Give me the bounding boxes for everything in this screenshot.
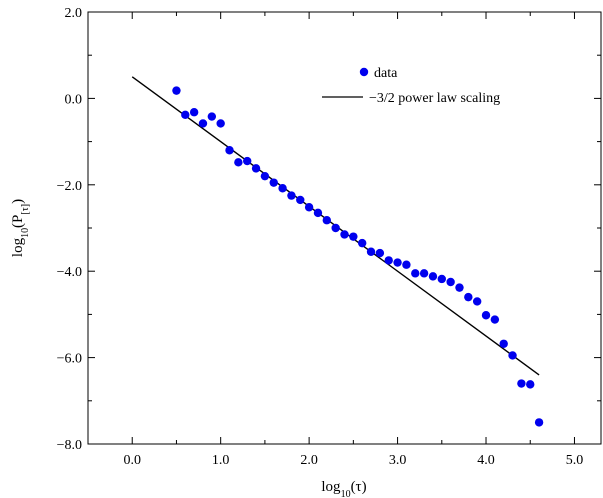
data-point [437,274,446,284]
x-tick-label: 3.0 [389,453,407,468]
data-point [366,247,376,256]
data-point [402,260,411,269]
data-point [278,184,287,193]
y-tick-label: −2.0 [57,179,82,194]
data-point [419,269,429,278]
legend: data −3/2 power law scaling [322,66,500,106]
data-point [499,339,508,348]
x-tick-label: 4.0 [477,453,495,468]
data-point [464,292,473,302]
data-point [216,119,225,128]
y-tick-label: −6.0 [57,352,82,367]
data-point [517,379,526,388]
legend-label-data: data [374,66,398,81]
data-point [304,203,314,212]
y-tick-label: −8.0 [57,438,82,453]
x-tick-label: 2.0 [300,453,318,468]
data-point [428,272,438,281]
data-point [269,178,278,187]
data-point [490,315,500,324]
axis-ticks [87,11,601,445]
data-point [340,230,349,239]
data-point [322,216,332,225]
data-point [234,158,243,167]
data-point [446,277,455,287]
x-tick-labels: 0.0 1.0 2.0 3.0 4.0 5.0 [123,453,583,468]
legend-label-power-law: −3/2 power law scaling [369,91,500,106]
series-points [172,86,544,427]
y-axis-label: log10(P[τ]) [10,199,31,257]
data-point [251,164,261,173]
data-point [243,156,252,166]
data-point [181,110,190,120]
data-point [526,380,535,389]
data-point [172,86,181,95]
x-tick-label: 0.0 [123,453,141,468]
data-point [455,283,464,292]
data-point [375,248,385,258]
data-point [313,208,323,218]
data-point [393,258,402,267]
y-tick-labels: −8.0 −6.0 −4.0 −2.0 0.0 2.0 [57,6,82,453]
data-point [225,146,234,155]
data-point [287,191,296,200]
y-tick-label: 2.0 [65,6,83,21]
plot-frame [87,11,602,445]
data-point [189,108,199,117]
data-point [331,223,340,233]
x-axis-label: log10(τ) [321,479,366,498]
data-point [481,311,491,320]
data-point [260,171,270,181]
y-tick-label: −4.0 [57,265,82,280]
data-point [411,269,420,278]
data-point [207,112,217,121]
data-point [296,195,305,205]
data-point [198,119,208,128]
data-point [472,297,482,306]
data-point [384,256,393,265]
data-point [508,351,517,360]
y-tick-label: 0.0 [65,92,83,107]
x-tick-label: 5.0 [566,453,584,468]
data-point [534,418,544,427]
data-point [349,232,358,241]
legend-marker-data [359,67,369,77]
x-tick-label: 1.0 [212,453,230,468]
data-point [357,238,367,248]
